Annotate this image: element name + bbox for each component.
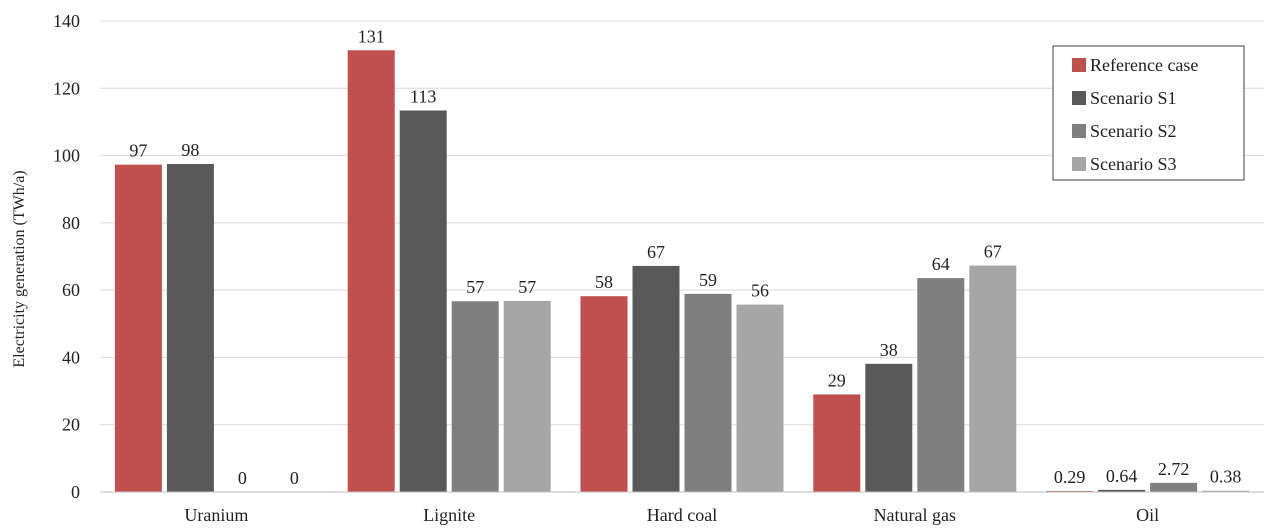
bar [684, 293, 732, 492]
data-label: 59 [699, 270, 717, 290]
bar [114, 164, 162, 492]
bar [969, 265, 1017, 492]
data-label: 131 [358, 26, 385, 46]
y-tick-label: 80 [62, 213, 80, 233]
data-labels: 97 98 0 0 131 113 57 57 58 67 59 56 29 38 64 67 0.29 0.64… [129, 26, 1241, 488]
data-label: 56 [751, 281, 769, 301]
data-label: 67 [984, 242, 1002, 262]
legend-swatch [1072, 91, 1086, 105]
legend-label: Scenario S3 [1090, 154, 1176, 174]
data-label: 0 [290, 468, 299, 488]
legend-label: Reference case [1090, 55, 1198, 75]
bar [865, 363, 913, 492]
data-label: 2.72 [1158, 459, 1190, 479]
data-label: 58 [595, 272, 613, 292]
legend-swatch [1072, 124, 1086, 138]
bar [580, 296, 628, 492]
y-axis: 0 20 40 60 80 100 120 140 [53, 11, 80, 502]
data-label: 97 [129, 141, 147, 161]
bar [917, 278, 965, 492]
y-tick-label: 140 [53, 11, 80, 31]
x-tick-label: Oil [1136, 505, 1159, 525]
x-tick-label: Natural gas [874, 505, 956, 525]
data-label: 0.64 [1106, 466, 1138, 486]
legend-swatch [1072, 157, 1086, 171]
y-tick-label: 40 [62, 347, 80, 367]
bar [451, 301, 499, 492]
x-axis: Uranium Lignite Hard coal Natural gas Oil [100, 491, 1264, 525]
data-label: 64 [932, 254, 950, 274]
bars [114, 50, 1250, 493]
legend-swatch [1072, 58, 1086, 72]
data-label: 67 [647, 242, 665, 262]
x-tick-label: Lignite [423, 505, 475, 525]
bar [347, 50, 395, 492]
legend-label: Scenario S1 [1090, 88, 1176, 108]
y-tick-label: 120 [53, 78, 80, 98]
data-label: 98 [181, 140, 199, 160]
legend: Reference case Scenario S1 Scenario S2 Scen… [1052, 45, 1245, 181]
data-label: 57 [466, 277, 484, 297]
data-label: 57 [518, 277, 536, 297]
bar [1202, 490, 1250, 492]
data-label: 113 [410, 86, 436, 106]
data-label: 29 [828, 370, 846, 390]
x-tick-label: Uranium [184, 505, 248, 525]
y-tick-label: 20 [62, 415, 80, 435]
data-label: 0 [238, 468, 247, 488]
gridlines [100, 20, 1264, 426]
bar [503, 300, 551, 492]
data-label: 0.38 [1210, 467, 1242, 487]
y-tick-label: 60 [62, 280, 80, 300]
bar [632, 265, 680, 492]
bar [813, 394, 861, 492]
bar [166, 163, 214, 492]
bar [1098, 489, 1146, 492]
y-tick-label: 0 [71, 482, 80, 502]
y-axis-title: Electricity generation (TWh/a) [11, 170, 28, 367]
y-tick-label: 100 [53, 146, 80, 166]
bar [399, 110, 447, 493]
x-tick-label: Hard coal [647, 505, 717, 525]
bar [736, 304, 784, 492]
legend-label: Scenario S2 [1090, 121, 1176, 141]
bar [1150, 482, 1198, 492]
data-label: 0.29 [1054, 467, 1086, 487]
data-label: 38 [880, 340, 898, 360]
